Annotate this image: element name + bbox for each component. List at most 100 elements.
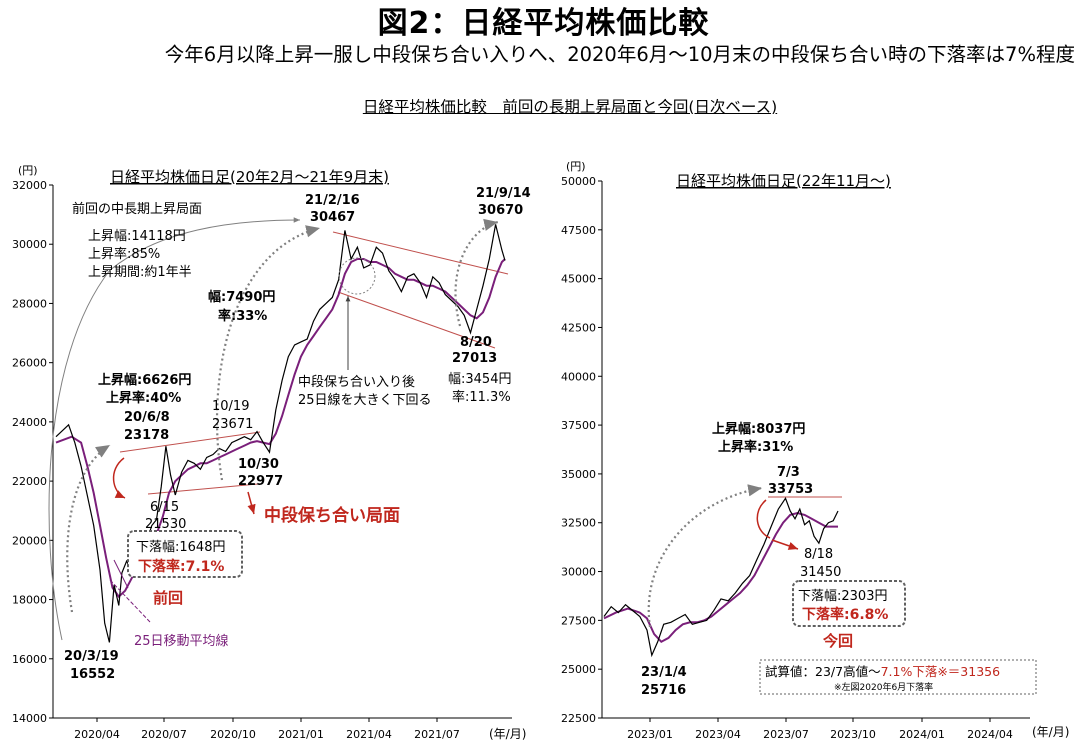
ann-1030-date: 10/30 — [238, 457, 279, 472]
r-estimate-prefix: 試算値：23/7高値～ — [765, 664, 881, 679]
y-tick-label: 32000 — [12, 179, 47, 192]
ann-820-date: 8/20 — [460, 335, 492, 350]
r-ann-low-date: 8/18 — [804, 547, 833, 562]
ann-width-3454: 幅:3454円 — [448, 372, 511, 387]
r-ann-decline-rate: 下落率:6.8% — [802, 606, 888, 623]
r-ann-high-value: 33753 — [768, 482, 813, 497]
ann-ma-break-1: 中段保ち合い入り後 — [298, 375, 415, 390]
right-price-line — [603, 496, 839, 658]
ann-1019-value: 23671 — [212, 417, 253, 432]
right-arrow-rise — [647, 484, 763, 628]
ann-608-value: 23178 — [124, 428, 169, 443]
y-tick-label: 27500 — [561, 614, 596, 627]
y-tick-label: 42500 — [561, 321, 596, 334]
ann-previous: 前回 — [153, 589, 183, 607]
left-y-ticks: 14000 16000 18000 20000 22000 24000 26000 28000… — [12, 179, 53, 725]
x-tick-label: 2021/07 — [414, 728, 460, 741]
left-arrow-longterm — [48, 217, 301, 641]
ann-rate-33: 率:33% — [218, 308, 267, 324]
left-circle-highlight — [338, 257, 376, 295]
main-title: 図2：日経平均株価比較 — [377, 6, 710, 41]
y-tick-label: 45000 — [561, 273, 596, 286]
left-red-arrow-midrange — [247, 491, 256, 515]
x-tick-label: 2024/04 — [967, 728, 1013, 741]
right-y-ticks: 22500 25000 27500 30000 32500 35000 37500 40000… — [561, 175, 602, 725]
section-title: 日経平均株価比較 前回の長期上昇局面と今回(日次ベース) — [362, 98, 778, 116]
ann-rise-width: 上昇幅:14118円 — [88, 229, 186, 244]
ann-ma-label: 25日移動平均線 — [134, 633, 229, 649]
left-channel-upper-2 — [332, 231, 509, 275]
ann-peak-value: 30467 — [310, 210, 355, 225]
ann-bottom-value: 16552 — [70, 667, 115, 682]
r-ann-rise-rate: 上昇率:31% — [718, 439, 793, 455]
y-tick-label: 28000 — [12, 297, 47, 310]
ann-peak2-date: 21/9/14 — [476, 186, 531, 201]
y-tick-label: 30000 — [561, 566, 596, 579]
right-ma-line — [603, 511, 838, 644]
ann-rise-40: 上昇率:40% — [106, 390, 181, 406]
right-chart-title: 日経平均株価日足(22年11月～) — [676, 172, 891, 190]
x-tick-label: 2023/04 — [695, 728, 741, 741]
r-estimate-highlight: 7.1%下落※＝31356 — [881, 664, 1001, 679]
ann-decline-width: 下落幅:1648円 — [136, 540, 225, 555]
ann-608-date: 20/6/8 — [124, 410, 170, 425]
x-tick-label: 2020/10 — [210, 728, 256, 741]
y-tick-label: 26000 — [12, 357, 47, 370]
r-ann-high-date: 7/3 — [777, 465, 800, 480]
right-decline-box — [792, 580, 906, 627]
x-tick-label: 2020/04 — [74, 728, 120, 741]
ann-peak-date: 21/2/16 — [305, 193, 360, 208]
ann-rise-period: 上昇期間:約1年半 — [88, 265, 192, 280]
right-y-unit: (円) — [566, 160, 586, 173]
left-arrow-rise2 — [215, 225, 321, 481]
r-estimate-footnote: ※左図2020年6月下落率 — [834, 681, 933, 693]
left-chart: 日経平均株価日足(20年2月～21年9月末) (円) (年/月) 14000 16… — [12, 164, 531, 741]
left-y-unit: (円) — [18, 164, 38, 177]
y-tick-label: 30000 — [12, 238, 47, 251]
right-x-unit: (年/月) — [1032, 725, 1069, 739]
y-tick-label: 47500 — [561, 224, 596, 237]
r-ann-low-value: 31450 — [800, 565, 841, 580]
ann-615-value: 21530 — [145, 517, 186, 532]
y-tick-label: 37500 — [561, 419, 596, 432]
ann-rise-6626: 上昇幅:6626円 — [98, 372, 191, 388]
x-tick-label: 2023/01 — [627, 728, 673, 741]
left-red-curve-arrow — [112, 457, 126, 499]
right-x-ticks: 2023/01 2023/04 2023/07 2023/10 2024/01 2024/… — [627, 718, 1013, 741]
ann-midrange-label: 中段保ち合い局面 — [264, 505, 400, 526]
left-decline-box — [127, 530, 243, 578]
y-tick-label: 18000 — [12, 594, 47, 607]
left-channel-upper — [119, 431, 261, 453]
ann-bottom-date: 20/3/19 — [64, 649, 119, 664]
y-tick-label: 14000 — [12, 712, 47, 725]
r-estimate-text: 試算値：23/7高値～7.1%下落※＝31356 — [765, 664, 1000, 679]
ann-ma-break-2: 25日線を大きく下回る — [298, 392, 432, 408]
x-tick-label: 2023/07 — [763, 728, 809, 741]
right-estimate-box — [759, 659, 1037, 695]
left-x-unit: (年/月) — [489, 727, 526, 741]
x-tick-label: 2021/04 — [346, 728, 392, 741]
ann-820-value: 27013 — [452, 351, 497, 366]
left-x-ticks: 2020/04 2020/07 2020/10 2021/01 2021/04 2021/… — [74, 718, 460, 741]
r-ann-decline-width: 下落幅:2303円 — [798, 589, 887, 604]
left-ma-pointer-2 — [109, 579, 151, 623]
left-chart-title: 日経平均株価日足(20年2月～21年9月末) — [110, 168, 389, 186]
y-tick-label: 40000 — [561, 370, 596, 383]
ann-1030-value: 22977 — [238, 474, 283, 489]
y-tick-label: 20000 — [12, 534, 47, 547]
subtitle: 今年6月以降上昇一服し中段保ち合い入りへ、2020年6月～10月末の中段保ち合い… — [164, 43, 1075, 66]
r-ann-rise-width: 上昇幅:8037円 — [712, 421, 805, 437]
left-arrow-rise1 — [66, 444, 111, 613]
r-ann-current: 今回 — [822, 632, 853, 650]
x-tick-label: 2024/01 — [899, 728, 945, 741]
x-tick-label: 2021/01 — [278, 728, 324, 741]
ann-rise-rate: 上昇率:85% — [88, 246, 160, 262]
ann-1019-date: 10/19 — [212, 399, 249, 414]
ann-615-date: 6/15 — [150, 500, 179, 515]
y-tick-label: 50000 — [561, 175, 596, 188]
ann-decline-rate: 下落率:7.1% — [138, 558, 224, 575]
y-tick-label: 25000 — [561, 663, 596, 676]
ann-prev-rise: 前回の中長期上昇局面 — [72, 201, 202, 217]
y-tick-label: 32500 — [561, 517, 596, 530]
